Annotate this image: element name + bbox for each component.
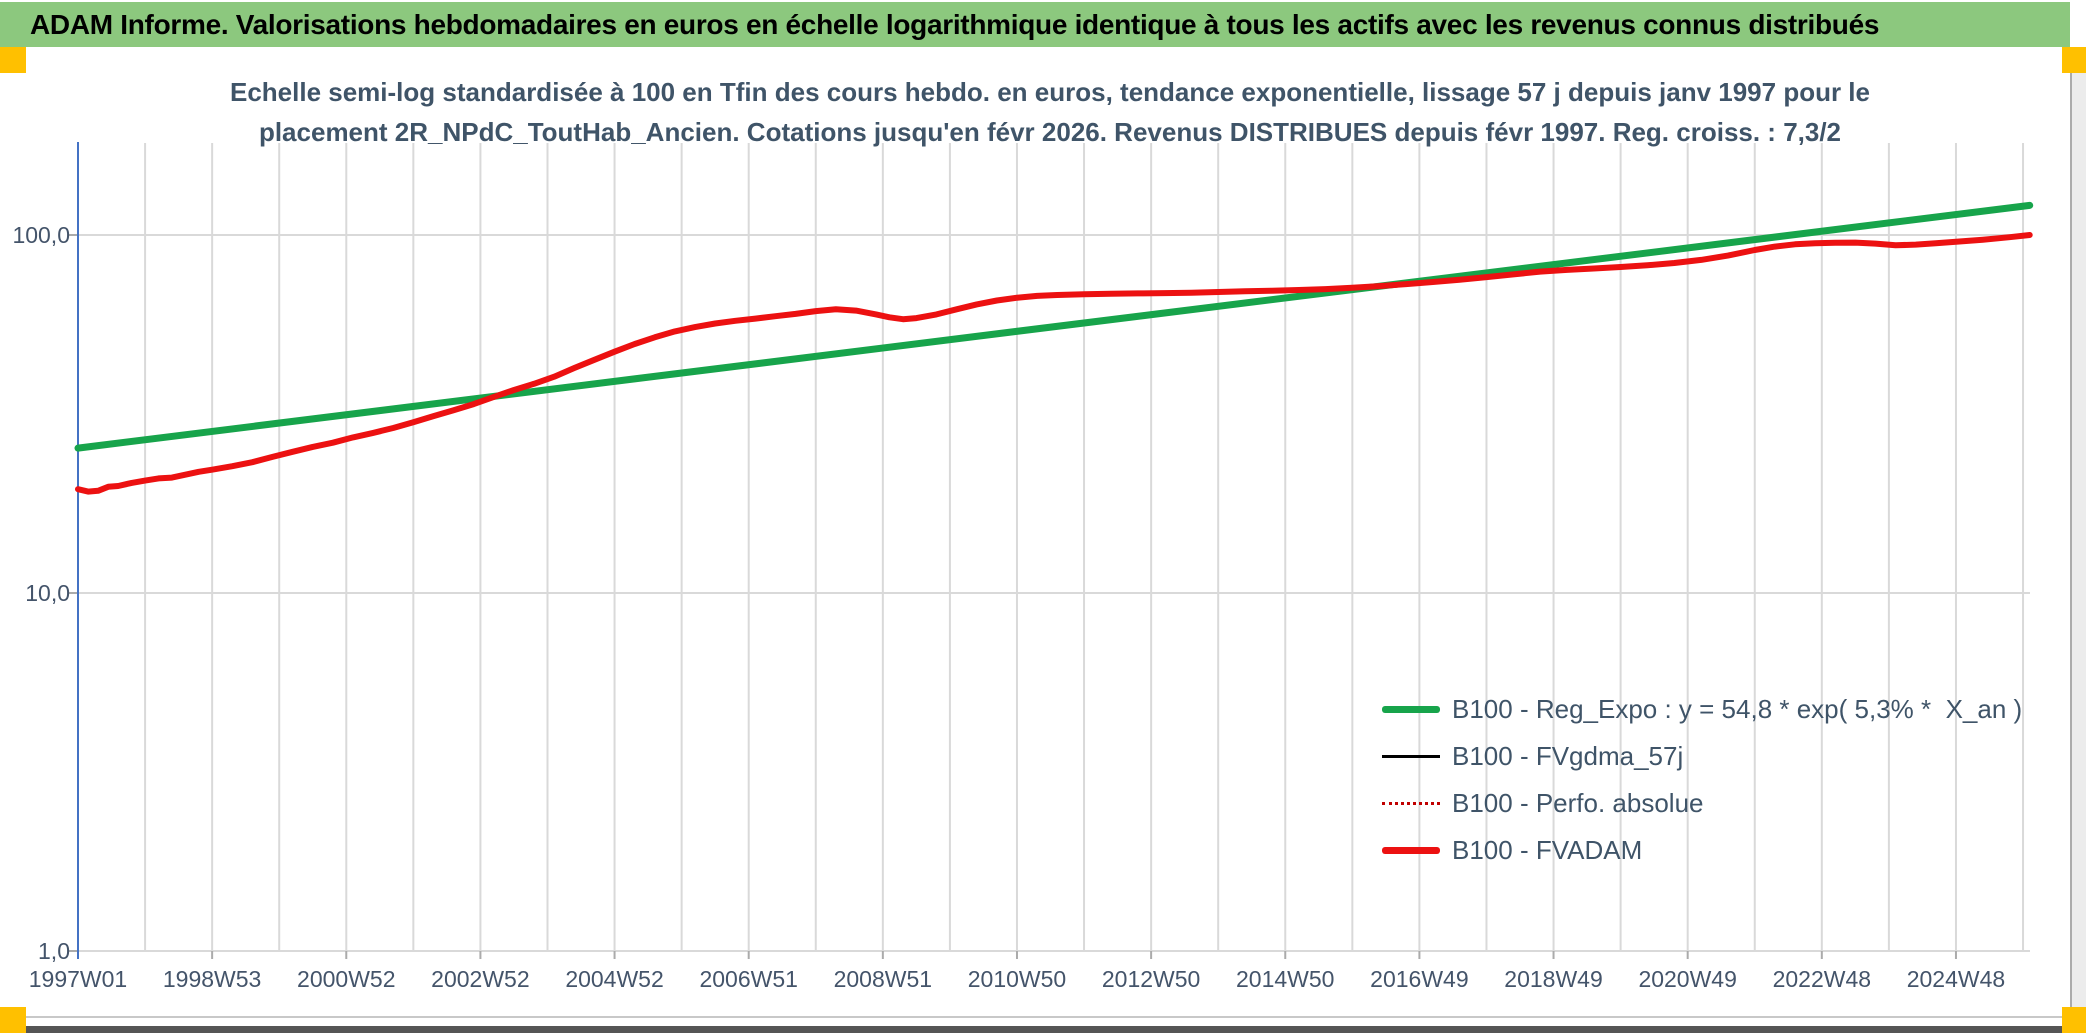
x-tick-label: 2024W48 [1906,966,2006,992]
x-tick-label: 2020W49 [1638,966,1737,992]
series-line [74,201,2034,452]
sheet-bottom-rule [0,1016,2086,1018]
legend-item-reg-expo[interactable]: B100 - Reg_Expo : y = 54,8 * exp( 5,3% *… [1382,686,2022,733]
legend-swatch-red-line [1382,847,1440,854]
x-tick-label: 2004W52 [565,966,664,992]
chart-legend[interactable]: B100 - Reg_Expo : y = 54,8 * exp( 5,3% *… [1382,686,2022,874]
x-tick-label: 2018W49 [1504,966,1603,992]
legend-label: B100 - Perfo. absolue [1452,788,1704,818]
x-tick-label: 2002W52 [431,966,530,992]
y-tick-label: 100,0 [12,222,70,248]
series-line [76,233,2031,493]
legend-swatch-green-line [1382,706,1440,713]
chart-title-line-1: Echelle semi-log standardisée à 100 en T… [229,77,1870,107]
x-axis-labels: 1997W01 1998W53 2000W52 2002W52 2004W52 2006W… [0,966,2070,998]
series-line [76,233,2031,493]
x-tick-label: 2008W51 [833,966,933,992]
corner-marker-top-right [2062,47,2086,73]
legend-swatch-black-line [1382,755,1440,758]
legend-item-fvadam[interactable]: B100 - FVADAM [1382,827,2022,874]
x-tick-label: 1997W01 [28,966,128,992]
x-tick-label: 2006W51 [699,966,798,992]
sheet-right-margin-strip [2070,73,2086,1007]
x-tick-label: 2000W52 [297,966,396,992]
chart-title-line-2: placement 2R_NPdC_ToutHab_Ancien. Cotati… [258,117,1842,147]
y-tick-label: 1,0 [38,938,70,964]
legend-label: B100 - FVgdma_57j [1452,741,1684,771]
sheet-header-title: ADAM Informe. Valorisations hebdomadaire… [30,9,1880,40]
sheet-header-banner: ADAM Informe. Valorisations hebdomadaire… [0,2,2070,47]
legend-item-perfo-absolue[interactable]: B100 - Perfo. absolue [1382,780,2022,827]
legend-label: B100 - Reg_Expo : y = 54,8 * exp( 5,3% *… [1452,694,2023,724]
window-bottom-edge [0,1026,2086,1033]
x-tick-label: 2012W50 [1101,966,1201,992]
x-tick-label: 2014W50 [1236,966,1335,992]
legend-item-fvgdma[interactable]: B100 - FVgdma_57j [1382,733,2022,780]
x-tick-label: 2010W50 [967,966,1067,992]
legend-label: B100 - FVADAM [1452,835,1643,865]
x-tick-label: 1998W53 [162,966,262,992]
corner-marker-top-left [0,47,26,73]
legend-swatch-dotted-red-line [1382,802,1440,805]
x-tick-label: 2016W49 [1370,966,1469,992]
y-axis-labels: 100,0 10,0 1,0 [0,0,70,1010]
y-tick-label: 10,0 [25,580,70,606]
x-tick-label: 2022W48 [1772,966,1872,992]
chart-title: Echelle semi-log standardisée à 100 en T… [180,72,1920,152]
corner-marker-bottom-left [0,1007,26,1033]
corner-marker-bottom-right [2062,1007,2086,1033]
series-line [75,232,2033,495]
